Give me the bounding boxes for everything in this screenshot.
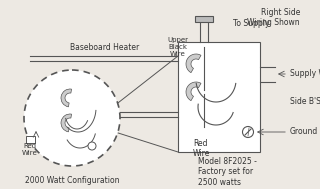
Bar [26, 136, 35, 143]
Text: Model 8F2025 -
Factory set for
2500 watts: Model 8F2025 - Factory set for 2500 watt… [198, 157, 257, 187]
Text: Baseboard Heater: Baseboard Heater [70, 43, 140, 52]
Bar [195, 16, 213, 22]
Text: To Supply: To Supply [233, 19, 269, 29]
Circle shape [243, 126, 253, 138]
Text: Supply Wires: Supply Wires [290, 70, 320, 78]
Text: Right Side
Wiring Shown: Right Side Wiring Shown [247, 8, 300, 27]
Wedge shape [61, 114, 72, 132]
Wedge shape [186, 82, 201, 101]
Wedge shape [186, 54, 201, 73]
Text: Red
Wire: Red Wire [193, 139, 210, 158]
Text: 2000 Watt Configuration: 2000 Watt Configuration [25, 176, 119, 185]
Circle shape [88, 142, 96, 150]
Text: Upper
Black
Wire: Upper Black Wire [167, 37, 188, 57]
Text: Red
Wire: Red Wire [22, 143, 38, 156]
Text: Ground: Ground [290, 128, 318, 136]
Wedge shape [61, 89, 72, 107]
Circle shape [24, 70, 120, 166]
Text: Side B'Shown: Side B'Shown [290, 98, 320, 106]
Bar [178, 42, 260, 152]
